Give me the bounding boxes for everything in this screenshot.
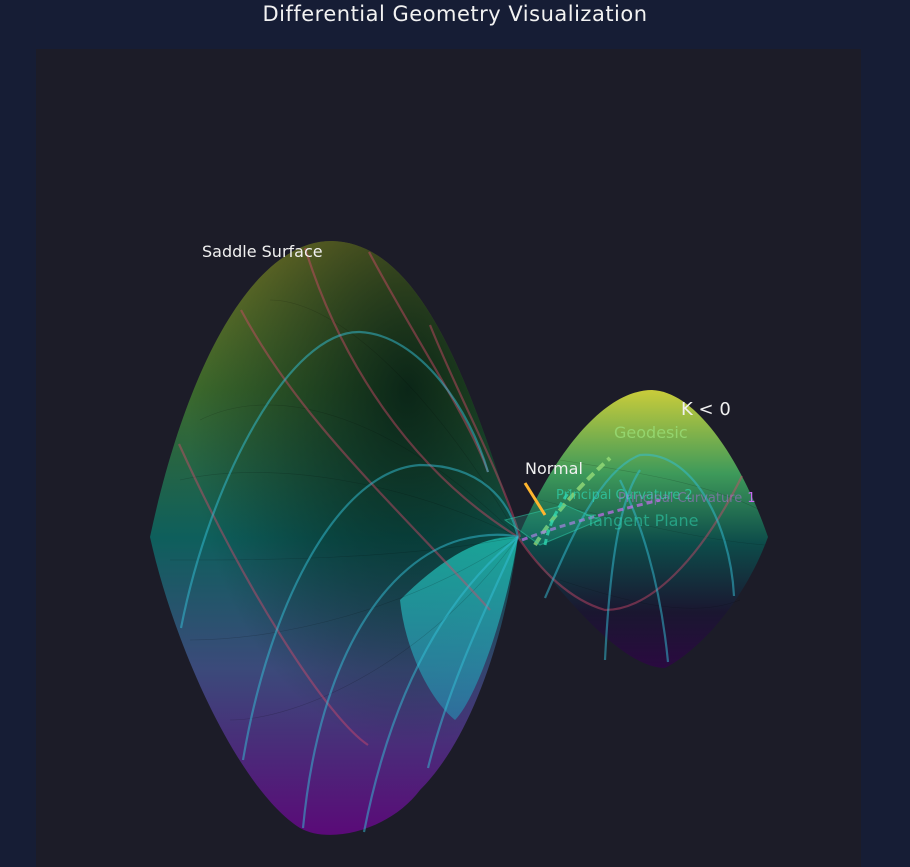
principal-curvature-1-text: Principal Curvature (618, 491, 742, 506)
principal-curvature-1-number: 1 (747, 491, 755, 506)
surface-label: Saddle Surface (202, 242, 323, 261)
principal-curvature-1-label: Principal Curvature 1 (618, 491, 756, 506)
tangent-plane (503, 504, 602, 546)
principal-curvature-2-label: Principal Curvature 2 (556, 488, 693, 503)
tangent-plane-label: Tangent Plane (585, 511, 698, 530)
normal-label: Normal (525, 459, 583, 478)
curvature-label: K < 0 (681, 399, 731, 420)
chart-title: Differential Geometry Visualization (262, 2, 648, 26)
principal-curvature-1-curve (521, 498, 661, 542)
geodesic-label: Geodesic (614, 423, 688, 442)
normal-vector (523, 482, 547, 516)
meridian-curves (177, 247, 743, 746)
saddle-left-shade (150, 240, 518, 835)
saddle-right-lobe (518, 390, 768, 668)
geodesic-curve (533, 456, 612, 547)
level-curves (179, 330, 736, 833)
principal-curvature-2-curve (543, 489, 572, 546)
saddle-center-band (400, 536, 518, 720)
